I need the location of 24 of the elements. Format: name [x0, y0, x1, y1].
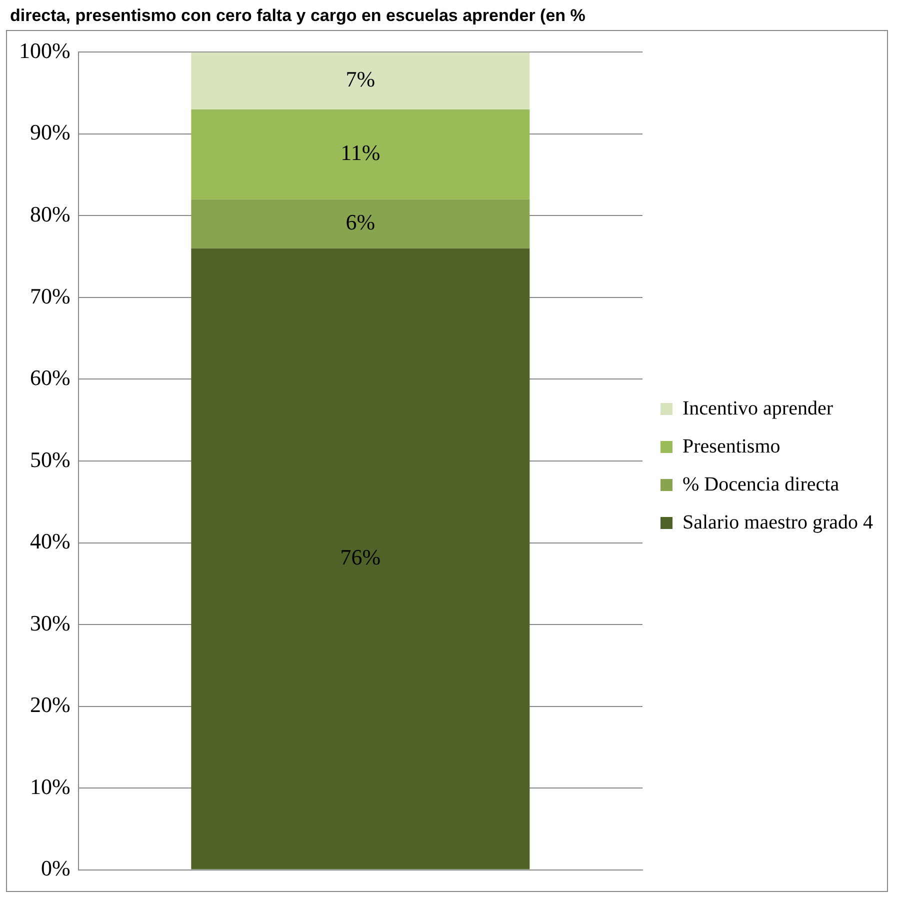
y-tick-label: 20% [30, 692, 70, 718]
bar [191, 248, 530, 870]
y-tick-label: 50% [30, 446, 70, 472]
bar [191, 109, 530, 200]
y-tick-label: 0% [41, 856, 70, 881]
bar [191, 52, 530, 110]
y-tick-label: 60% [30, 365, 70, 390]
chart-title: directa, presentismo con cero falta y cargo en escuelas aprender (en % [9, 5, 586, 27]
y-tick-label: 30% [30, 610, 70, 636]
y-tick-label: 100% [19, 38, 70, 63]
data-label: 11% [340, 140, 380, 166]
y-tick-label: 40% [30, 528, 70, 554]
y-tick-label: 70% [30, 283, 70, 308]
legend-label: Presentismo [682, 435, 780, 458]
bar [191, 199, 530, 248]
y-tick-label: 80% [30, 202, 70, 226]
data-label: 6% [346, 210, 376, 235]
data-label: 7% [346, 66, 376, 92]
legend-label: Salario maestro grado 4 [682, 511, 873, 534]
legend-label: % Docencia directa [682, 473, 840, 496]
data-label: 76% [340, 544, 381, 570]
y-tick-label: 10% [30, 774, 70, 799]
y-tick-label: 90% [30, 120, 70, 145]
legend-label: Incentivo aprender [682, 397, 834, 420]
